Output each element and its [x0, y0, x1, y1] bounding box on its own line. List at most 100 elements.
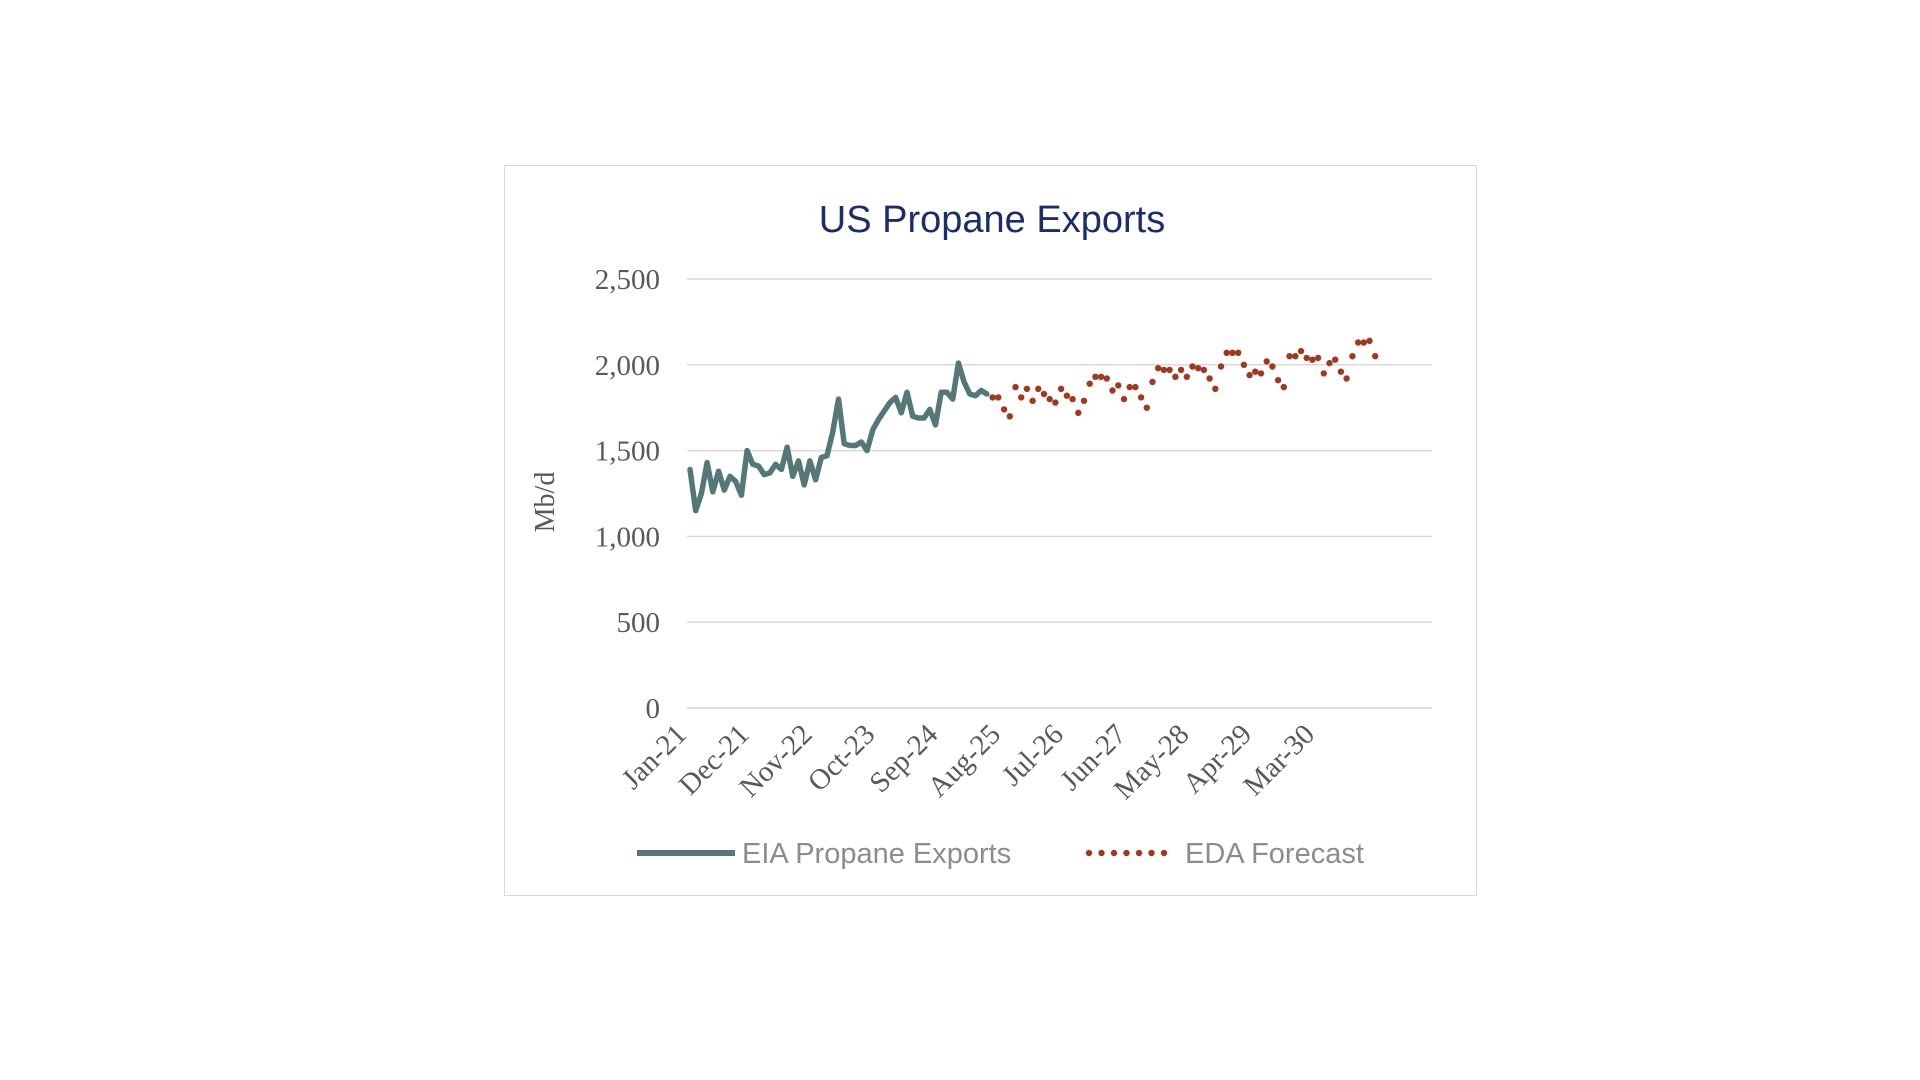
legend-dot	[1085, 849, 1093, 857]
chart-title: US Propane Exports	[819, 199, 1165, 241]
forecast-point	[1320, 370, 1327, 377]
forecast-point	[1166, 366, 1173, 374]
forecast-point	[1309, 356, 1316, 363]
forecast-point	[1018, 394, 1025, 401]
forecast-point	[1372, 353, 1379, 360]
forecast-point	[995, 394, 1002, 401]
forecast-point	[1303, 354, 1310, 362]
y-tick-label: 1,000	[595, 521, 660, 553]
forecast-point	[1269, 363, 1276, 370]
legend: EIA Propane Exports EDA Forecast	[637, 838, 1364, 870]
forecast-point	[1206, 375, 1213, 382]
forecast-point	[1086, 380, 1093, 387]
forecast-point	[1000, 406, 1008, 413]
legend-dot	[1135, 849, 1143, 857]
forecast-point	[1252, 368, 1259, 375]
x-tick-label: Mar-30	[1237, 718, 1321, 802]
forecast-point	[1326, 359, 1333, 367]
forecast-point	[1314, 354, 1322, 362]
series-line-eia-propane-exports	[687, 360, 990, 514]
forecast-point	[1280, 383, 1287, 391]
forecast-point	[1349, 353, 1356, 360]
legend-dot	[1123, 849, 1130, 857]
forecast-point	[1183, 373, 1190, 380]
forecast-point	[1263, 358, 1270, 365]
forecast-point	[1177, 366, 1185, 374]
y-tick-label: 2,000	[595, 350, 660, 382]
y-axis-title: Mb/d	[530, 472, 561, 533]
y-tick-label: 2,500	[595, 264, 660, 296]
forecast-point	[1097, 373, 1105, 380]
forecast-point	[1212, 385, 1219, 392]
forecast-point	[1286, 353, 1293, 360]
forecast-point	[1229, 349, 1236, 356]
forecast-point	[1257, 370, 1265, 377]
forecast-point	[1297, 347, 1305, 355]
chart-svg: US Propane Exports Mb/d 0 500 1,000 1,500 2,…	[530, 199, 1432, 870]
forecast-point	[1332, 356, 1339, 363]
forecast-point	[1354, 339, 1362, 346]
y-axis-ticks: 0 500 1,000 1,500 2,000 2,500	[595, 264, 660, 725]
forecast-point	[1103, 375, 1110, 382]
forecast-point	[1337, 368, 1345, 375]
y-tick-label: 500	[617, 607, 661, 639]
forecast-point	[1360, 339, 1367, 346]
forecast-point	[1200, 366, 1208, 374]
forecast-point	[1126, 383, 1133, 391]
legend-swatch-forecast	[1085, 849, 1168, 857]
forecast-point	[1035, 385, 1042, 392]
forecast-point	[1080, 397, 1088, 404]
forecast-point	[1366, 337, 1373, 344]
forecast-point	[1189, 363, 1196, 370]
y-tick-label: 1,500	[595, 436, 660, 468]
x-tick-label: Aug-25	[922, 718, 1007, 803]
forecast-point	[1240, 361, 1248, 368]
forecast-point	[1057, 385, 1065, 392]
forecast-point	[1075, 409, 1082, 416]
forecast-point	[1137, 394, 1145, 401]
legend-dot	[1098, 849, 1105, 857]
forecast-point	[1012, 383, 1019, 391]
forecast-point	[1063, 392, 1071, 399]
forecast-point	[1069, 395, 1076, 403]
forecast-point	[1149, 378, 1156, 386]
forecast-point	[1052, 399, 1059, 406]
forecast-point	[1217, 363, 1225, 370]
forecast-point	[1235, 349, 1242, 356]
forecast-point	[1023, 385, 1031, 392]
gridlines	[687, 278, 1432, 709]
forecast-point	[1006, 413, 1013, 420]
forecast-point	[1115, 382, 1122, 389]
forecast-point	[1343, 375, 1350, 382]
x-tick-label: Jul-26	[996, 718, 1070, 792]
forecast-point	[1120, 395, 1128, 403]
forecast-point	[1109, 387, 1116, 394]
legend-dot	[1110, 849, 1118, 857]
forecast-point	[1155, 365, 1162, 372]
legend-dot	[1160, 849, 1168, 857]
forecast-point	[1132, 383, 1139, 391]
forecast-point	[1160, 366, 1168, 374]
legend-label-actual: EIA Propane Exports	[742, 838, 1011, 870]
forecast-point	[989, 394, 996, 401]
forecast-point	[1292, 353, 1299, 360]
x-tick-label: Nov-22	[733, 718, 818, 803]
legend-dot	[1148, 849, 1155, 857]
forecast-point	[1040, 390, 1048, 398]
forecast-point	[1172, 373, 1179, 380]
x-tick-label: Oct-23	[802, 718, 882, 798]
chart-area: US Propane Exports Mb/d 0 500 1,000 1,500 2,…	[504, 165, 1477, 896]
series-layer	[687, 337, 1379, 514]
forecast-point	[1195, 365, 1202, 372]
forecast-point	[1274, 377, 1282, 384]
forecast-point	[1143, 404, 1150, 411]
y-tick-label: 0	[646, 693, 661, 725]
forecast-point	[1029, 397, 1036, 404]
forecast-point	[1092, 373, 1099, 380]
legend-label-forecast: EDA Forecast	[1185, 838, 1364, 870]
forecast-point	[1046, 395, 1053, 403]
series-eda-forecast	[989, 337, 1379, 420]
forecast-point	[1246, 371, 1253, 379]
forecast-point	[1223, 349, 1230, 356]
x-axis-ticks: Jan-21Dec-21Nov-22Oct-23Sep-24Aug-25Jul-…	[616, 718, 1321, 806]
